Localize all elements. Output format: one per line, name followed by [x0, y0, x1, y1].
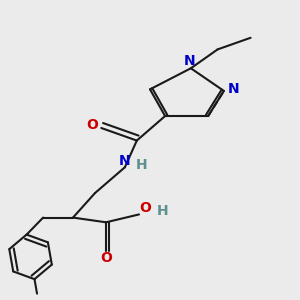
- Text: H: H: [157, 204, 168, 218]
- Text: O: O: [100, 250, 112, 265]
- Text: N: N: [227, 82, 239, 96]
- Text: O: O: [139, 201, 151, 215]
- Text: N: N: [118, 154, 130, 168]
- Text: O: O: [86, 118, 98, 132]
- Text: H: H: [135, 158, 147, 172]
- Text: N: N: [184, 54, 195, 68]
